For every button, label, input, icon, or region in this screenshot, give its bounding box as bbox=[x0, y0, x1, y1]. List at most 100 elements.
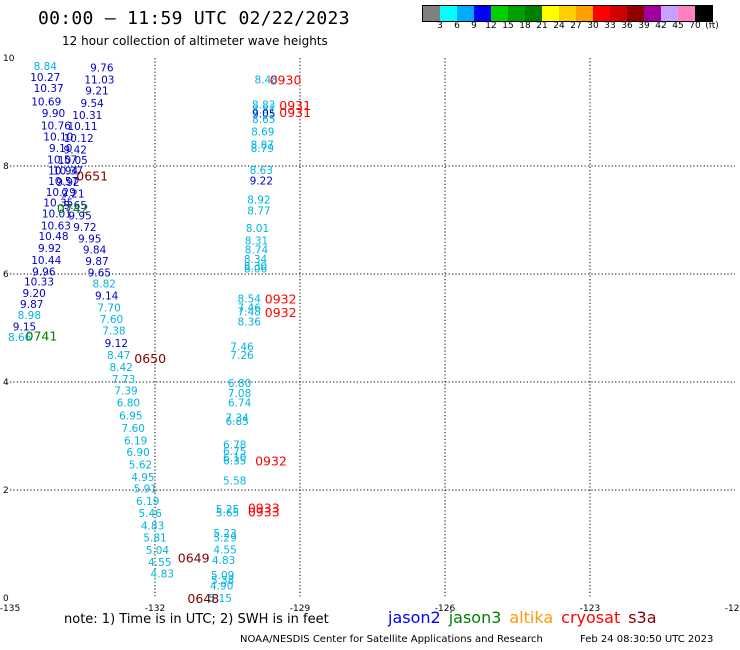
color-swatch bbox=[542, 6, 559, 21]
wave-height-label: 6.19 bbox=[124, 435, 147, 447]
wave-height-label: 8.65 bbox=[252, 114, 275, 126]
y-tick-label: 4 bbox=[3, 378, 9, 388]
wave-height-label: 10.11 bbox=[67, 121, 97, 133]
wave-height-label: 8.42 bbox=[109, 362, 132, 374]
wave-height-label: 8.82 bbox=[93, 279, 116, 291]
wave-height-label: 10.69 bbox=[31, 97, 61, 109]
pass-time-label: 0742 bbox=[57, 201, 89, 216]
x-tick-label: -120 bbox=[725, 604, 740, 614]
x-tick-label: -135 bbox=[0, 604, 20, 614]
satellite-legend-item: s3a bbox=[628, 608, 657, 627]
color-legend-tick: 6 bbox=[454, 21, 460, 31]
wave-height-label: 10.10 bbox=[43, 131, 73, 143]
satellite-legend: jason2 jason3 altika cryosat s3a bbox=[388, 608, 665, 627]
color-swatch bbox=[644, 6, 661, 21]
wave-height-label: 8.74 bbox=[245, 245, 269, 257]
wave-height-label: 6.10 bbox=[223, 453, 246, 465]
wave-height-label: 9.20 bbox=[22, 288, 45, 300]
wave-height-label: 5.91 bbox=[134, 483, 157, 495]
y-tick-label: 8 bbox=[3, 162, 9, 172]
wave-height-label: 10.27 bbox=[30, 72, 60, 84]
plot-grid bbox=[10, 58, 735, 598]
wave-height-label: 6.80 bbox=[117, 398, 140, 410]
wave-height-label: 9.21 bbox=[61, 189, 84, 201]
wave-height-label: 8.36 bbox=[238, 317, 262, 329]
wave-height-label: 10.37 bbox=[53, 165, 83, 177]
x-tick-label: -126 bbox=[435, 604, 456, 614]
satellite-legend-item: cryosat bbox=[561, 608, 621, 627]
color-legend-tick: 18 bbox=[519, 21, 531, 31]
wave-height-label: 8.54 bbox=[238, 293, 262, 305]
wave-height-label: 8.92 bbox=[247, 194, 270, 206]
color-swatch bbox=[423, 6, 440, 21]
wave-height-label: 8.84 bbox=[34, 61, 58, 73]
color-swatch bbox=[627, 6, 644, 21]
color-swatch bbox=[457, 6, 474, 21]
color-swatch bbox=[576, 6, 593, 21]
satellite-legend-item: jason2 bbox=[388, 608, 441, 627]
wave-height-label: 10.44 bbox=[31, 255, 61, 267]
color-legend-tick: 3 bbox=[437, 21, 443, 31]
color-legend-tick: 12 bbox=[485, 21, 497, 31]
wave-height-label: 10.57 bbox=[47, 155, 77, 167]
wave-height-label: 7.08 bbox=[228, 388, 251, 400]
wave-height-label: 5.58 bbox=[223, 475, 246, 487]
wave-height-label: 9.76 bbox=[90, 63, 114, 75]
color-legend-tick: 45 bbox=[672, 21, 684, 31]
page-title: 00:00 – 11:59 UTC 02/22/2023 bbox=[38, 8, 350, 29]
pass-time-label: 0932 bbox=[255, 453, 287, 468]
color-swatch bbox=[593, 6, 610, 21]
footer-timestamp: Feb 24 08:30:50 UTC 2023 bbox=[580, 634, 714, 645]
wave-height-label: 7.34 bbox=[225, 413, 249, 425]
pass-time-label: 0931 bbox=[279, 105, 311, 120]
wave-height-label: 9.87 bbox=[20, 299, 43, 311]
wave-height-label: 8.30 bbox=[244, 261, 267, 273]
wave-height-label: 4.83 bbox=[151, 569, 174, 581]
wave-height-label: 11.03 bbox=[84, 75, 114, 87]
wave-height-label: 8.06 bbox=[244, 264, 268, 276]
color-legend-tick: 70 bbox=[689, 21, 701, 31]
wave-height-label: 8.47 bbox=[107, 350, 130, 362]
wave-height-label: 9.84 bbox=[83, 245, 107, 257]
wave-height-label: 8.83 bbox=[252, 99, 275, 111]
wave-height-label: 10.37 bbox=[34, 83, 64, 95]
wave-height-label: 9.05 bbox=[252, 109, 275, 121]
wave-height-label: 7.26 bbox=[230, 350, 254, 362]
color-legend-tick: 24 bbox=[553, 21, 565, 31]
color-swatch bbox=[559, 6, 576, 21]
pass-time-label: 0648 bbox=[187, 591, 219, 606]
color-legend bbox=[422, 5, 713, 22]
color-swatch bbox=[525, 6, 542, 21]
wave-height-label: 5.23 bbox=[213, 528, 236, 540]
pass-time-label: 0932 bbox=[265, 305, 297, 320]
wave-height-label: 10.05 bbox=[58, 155, 88, 167]
wave-height-label: 5.38 bbox=[211, 575, 234, 587]
pass-time-label: 0741 bbox=[26, 329, 58, 344]
wave-height-label: 6.90 bbox=[126, 447, 149, 459]
wave-height-label: 10.48 bbox=[38, 231, 68, 243]
wave-height-label: 10.01 bbox=[42, 209, 72, 221]
color-legend-tick: 39 bbox=[638, 21, 650, 31]
pass-time-label: 0649 bbox=[178, 551, 210, 566]
wave-height-label: 9.87 bbox=[85, 256, 108, 268]
wave-height-label: 7.38 bbox=[102, 326, 125, 338]
color-legend-tick: 9 bbox=[471, 21, 477, 31]
wave-height-label: 8.48 bbox=[254, 75, 277, 87]
wave-height-label: 5.15 bbox=[209, 593, 232, 605]
footer-credit: NOAA/NESDIS Center for Satellite Applica… bbox=[240, 634, 543, 645]
color-legend-tick: 33 bbox=[604, 21, 616, 31]
wave-height-label: 6.74 bbox=[228, 398, 252, 410]
wave-height-label: 9.65 bbox=[64, 200, 87, 212]
wave-height-label: 8.81 bbox=[252, 104, 275, 116]
wave-height-label: 7.48 bbox=[238, 306, 261, 318]
wave-height-label: 6.19 bbox=[136, 496, 159, 508]
wave-height-label: 9.54 bbox=[80, 98, 104, 110]
wave-height-label: 6.35 bbox=[223, 455, 246, 467]
pass-time-label: 0933 bbox=[248, 505, 280, 520]
wave-height-label: 4.83 bbox=[141, 521, 164, 533]
wave-height-label: 10.33 bbox=[24, 277, 54, 289]
wave-height-label: 9.65 bbox=[88, 267, 111, 279]
wave-height-label: 9.95 bbox=[78, 233, 101, 245]
pass-time-label: 0931 bbox=[279, 98, 311, 113]
